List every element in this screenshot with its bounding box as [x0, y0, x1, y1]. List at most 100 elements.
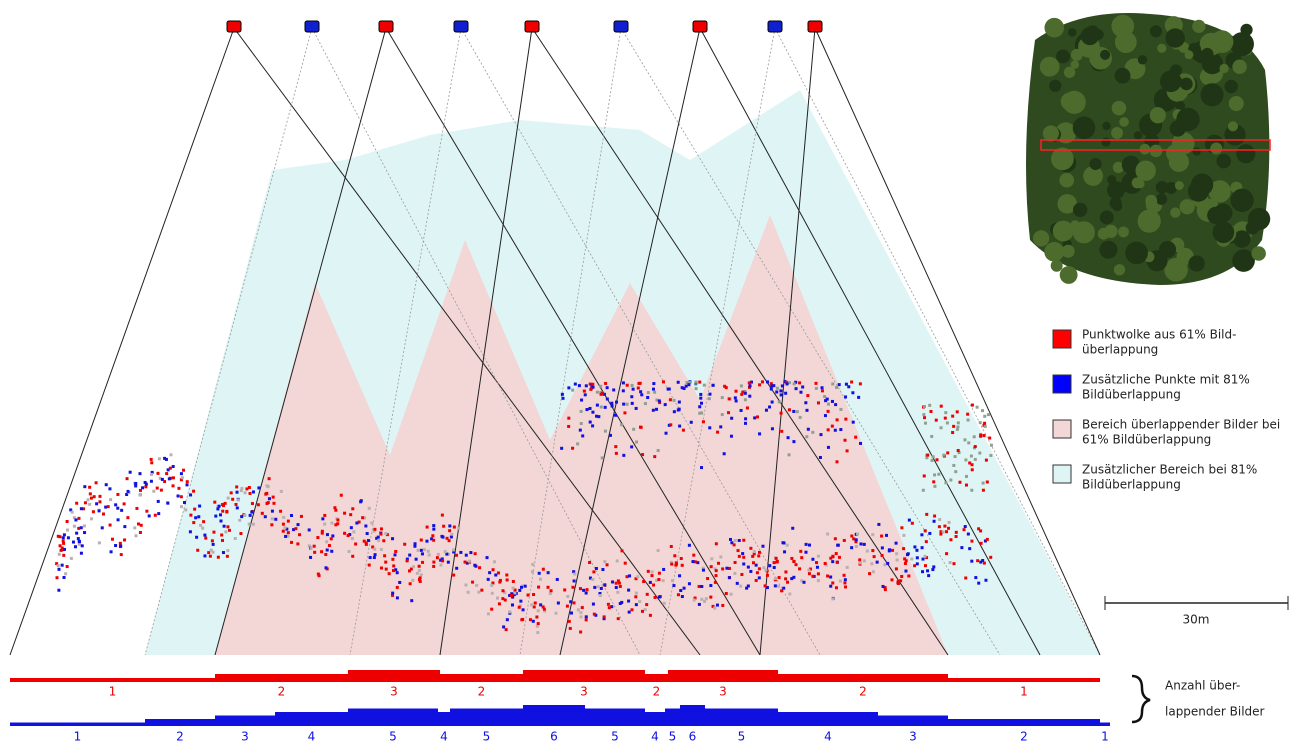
cloud-point	[709, 595, 713, 599]
cloud-point	[62, 541, 66, 545]
overlap-step	[348, 670, 440, 682]
tree	[1051, 147, 1074, 171]
cloud-point	[819, 433, 823, 437]
cloud-point	[62, 575, 66, 579]
cloud-point	[283, 526, 287, 530]
cloud-point	[320, 531, 324, 535]
cloud-point	[830, 424, 834, 428]
cloud-point	[979, 434, 983, 438]
cloud-point	[588, 382, 592, 386]
cloud-point	[392, 564, 396, 568]
cloud-point	[780, 589, 784, 593]
cloud-point	[567, 416, 571, 420]
cloud-point	[646, 569, 650, 573]
cloud-point	[685, 381, 689, 385]
cloud-point	[555, 577, 559, 581]
cloud-point	[419, 573, 423, 577]
cloud-point	[679, 557, 683, 561]
cloud-point	[179, 505, 183, 509]
cloud-point	[226, 549, 230, 553]
cloud-point	[638, 381, 642, 385]
cloud-point	[373, 527, 377, 531]
cloud-point	[910, 557, 914, 561]
cloud-point	[352, 530, 356, 534]
cloud-point	[449, 535, 453, 539]
cloud-point	[967, 441, 971, 445]
cloud-point	[473, 552, 477, 556]
cloud-point	[599, 405, 603, 409]
cloud-point	[944, 481, 948, 485]
cloud-point	[236, 498, 240, 502]
cloud-point	[843, 578, 847, 582]
cloud-point	[927, 574, 931, 578]
cloud-point	[260, 511, 264, 515]
cloud-point	[891, 548, 895, 552]
cloud-point	[871, 570, 875, 574]
cloud-point	[501, 597, 505, 601]
cloud-point	[594, 566, 598, 570]
cloud-point	[945, 421, 949, 425]
cloud-point	[320, 529, 324, 533]
cloud-point	[634, 591, 638, 595]
cloud-point	[110, 537, 114, 541]
cloud-point	[981, 558, 985, 562]
cloud-point	[903, 557, 907, 561]
cloud-point	[120, 508, 124, 512]
cloud-point	[510, 603, 514, 607]
cloud-point	[488, 571, 492, 575]
cloud-point	[958, 480, 962, 484]
cloud-point	[430, 537, 434, 541]
cloud-point	[535, 615, 539, 619]
cloud-point	[572, 570, 576, 574]
tree	[1230, 188, 1254, 212]
cloud-point	[837, 383, 841, 387]
cloud-point	[486, 612, 490, 616]
cloud-point	[851, 420, 855, 424]
camera	[692, 20, 708, 33]
cloud-point	[620, 549, 624, 553]
cloud-point	[286, 531, 290, 535]
cloud-point	[432, 527, 436, 531]
cloud-point	[657, 399, 661, 403]
cloud-point	[746, 584, 750, 588]
cloud-point	[978, 451, 982, 455]
cloud-point	[656, 549, 660, 553]
cloud-point	[854, 435, 858, 439]
cloud-point	[116, 492, 120, 496]
cloud-point	[480, 588, 484, 592]
cloud-point	[984, 458, 988, 462]
cloud-point	[928, 531, 932, 535]
cloud-point	[61, 536, 65, 540]
cloud-point	[676, 408, 680, 412]
cloud-point	[208, 554, 212, 558]
cloud-point	[835, 418, 839, 422]
cloud-point	[666, 387, 670, 391]
cloud-point	[788, 592, 792, 596]
legend-swatch	[1052, 464, 1072, 484]
cloud-point	[419, 548, 423, 552]
cloud-point	[757, 554, 761, 558]
cloud-point	[125, 477, 129, 481]
cloud-point	[730, 541, 734, 545]
cloud-point	[784, 570, 788, 574]
tree	[1044, 17, 1065, 38]
cloud-point	[139, 523, 143, 527]
cloud-point	[607, 606, 611, 610]
cloud-point	[946, 451, 950, 455]
cloud-point	[845, 449, 849, 453]
cloud-point	[83, 531, 87, 535]
cloud-point	[752, 550, 756, 554]
cloud-point	[523, 584, 527, 588]
cloud-point	[58, 535, 62, 539]
cloud-point	[167, 477, 171, 481]
tree	[1102, 121, 1111, 131]
cloud-point	[792, 440, 796, 444]
cloud-point	[282, 515, 286, 519]
cloud-point	[210, 539, 214, 543]
cloud-point	[459, 550, 463, 554]
cloud-point	[982, 434, 986, 438]
cloud-point	[786, 436, 790, 440]
overlap-step	[145, 719, 215, 726]
cloud-point	[583, 393, 587, 397]
cloud-point	[418, 580, 422, 584]
